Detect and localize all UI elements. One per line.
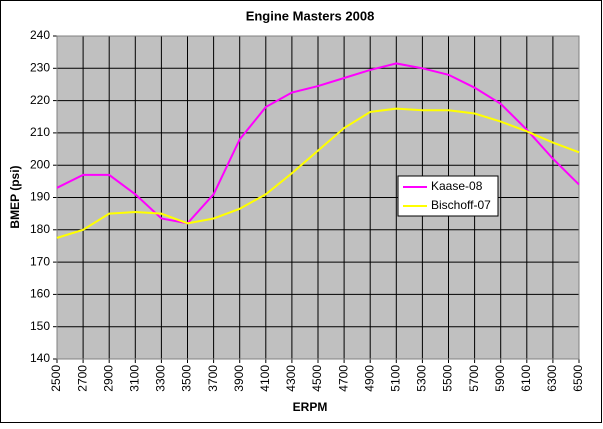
x-tick-label: 3700 — [206, 365, 220, 392]
y-tick-label: 180 — [30, 222, 50, 236]
chart-title: Engine Masters 2008 — [246, 8, 375, 23]
x-tick-label: 6300 — [545, 365, 559, 392]
x-tick-label: 5300 — [415, 365, 429, 392]
x-tick-label: 4100 — [258, 365, 272, 392]
y-tick-label: 160 — [30, 287, 50, 301]
y-tick-label: 230 — [30, 60, 50, 74]
data-line — [56, 107, 580, 239]
x-tick-label: 5100 — [388, 365, 402, 392]
x-tick-label: 6500 — [571, 365, 585, 392]
x-tick-label: 3500 — [180, 365, 194, 392]
x-tick-label: 3300 — [154, 365, 168, 392]
x-tick-label: 5700 — [467, 365, 481, 392]
y-tick-label: 240 — [30, 28, 50, 42]
x-tick-label: 4500 — [310, 365, 324, 392]
y-axis-label: BMEP (psi) — [8, 165, 22, 228]
plot-border — [56, 35, 580, 360]
y-tick-label: 190 — [30, 190, 50, 204]
x-tick-label: 4300 — [284, 365, 298, 392]
y-tick-label: 150 — [30, 319, 50, 333]
x-tick-label: 3900 — [232, 365, 246, 392]
y-tick-label: 200 — [30, 157, 50, 171]
y-tick-label: 210 — [30, 125, 50, 139]
x-tick-label: 2500 — [49, 365, 63, 392]
x-tick-label: 3100 — [127, 365, 141, 392]
legend-box — [397, 175, 499, 217]
x-axis-label: ERPM — [293, 400, 328, 414]
x-tick-label: 6100 — [519, 365, 533, 392]
x-tick-label: 4700 — [336, 365, 350, 392]
y-tick-label: 170 — [30, 254, 50, 268]
y-tick-label: 220 — [30, 93, 50, 107]
x-tick-label: 2700 — [75, 365, 89, 392]
x-tick-label: 5900 — [493, 365, 507, 392]
data-line — [56, 62, 580, 225]
legend-label: Kaase-08 — [431, 179, 483, 193]
legend-label: Bischoff-07 — [431, 198, 491, 212]
y-tick-label: 140 — [30, 351, 50, 365]
x-tick-label: 5500 — [441, 365, 455, 392]
x-tick-label: 2900 — [101, 365, 115, 392]
x-tick-label: 4900 — [362, 365, 376, 392]
